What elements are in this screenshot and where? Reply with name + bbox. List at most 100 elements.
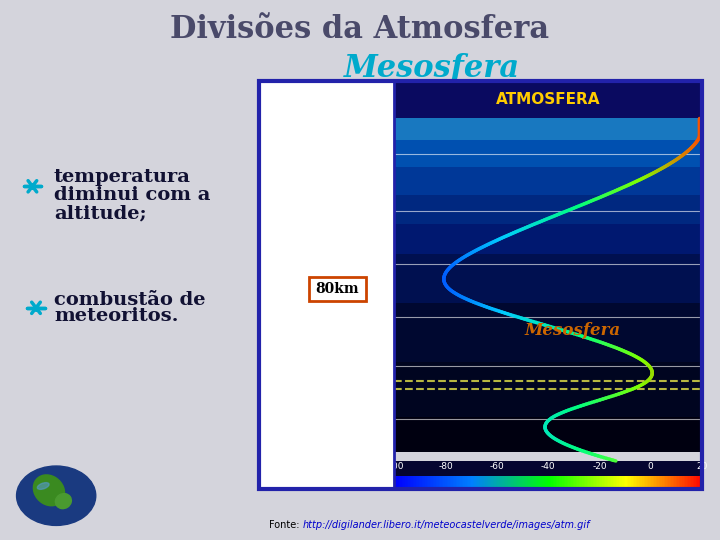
Bar <box>422 476 423 489</box>
Text: -100: -100 <box>384 462 405 471</box>
Bar <box>426 476 428 489</box>
Text: meteoritos.: meteoritos. <box>54 307 179 325</box>
Bar <box>642 476 644 489</box>
Bar <box>599 476 600 489</box>
Bar <box>539 476 541 489</box>
Bar <box>645 476 647 489</box>
Bar <box>477 476 479 489</box>
Bar <box>596 476 598 489</box>
Bar <box>626 476 628 489</box>
Bar <box>567 476 568 489</box>
Bar <box>397 476 399 489</box>
Bar <box>511 476 513 489</box>
Bar <box>399 476 400 489</box>
Bar <box>395 417 702 452</box>
Text: Fonte:: Fonte: <box>269 520 302 530</box>
Bar <box>654 476 656 489</box>
Bar <box>545 476 546 489</box>
Bar <box>572 476 575 489</box>
Bar <box>679 476 680 489</box>
Bar <box>544 476 545 489</box>
Bar <box>633 476 634 489</box>
Bar <box>510 476 511 489</box>
Text: 0: 0 <box>648 462 654 471</box>
Bar <box>541 476 542 489</box>
Bar <box>565 476 567 489</box>
Bar <box>487 476 488 489</box>
Bar <box>579 476 580 489</box>
Bar <box>531 476 533 489</box>
Bar <box>430 476 431 489</box>
Bar <box>675 476 676 489</box>
Bar <box>606 476 608 489</box>
Bar <box>648 476 649 489</box>
Text: -60: -60 <box>490 462 504 471</box>
FancyBboxPatch shape <box>310 278 366 301</box>
Ellipse shape <box>37 483 49 489</box>
Bar <box>408 476 410 489</box>
Bar <box>395 303 702 362</box>
Bar <box>641 476 642 489</box>
Bar <box>693 476 694 489</box>
Bar <box>631 476 633 489</box>
Bar <box>480 476 482 489</box>
Circle shape <box>17 466 96 525</box>
Bar <box>400 476 402 489</box>
Bar <box>523 476 525 489</box>
Bar <box>490 476 491 489</box>
Bar <box>519 476 521 489</box>
Text: ATMOSFERA: ATMOSFERA <box>496 92 600 107</box>
Bar <box>698 476 699 489</box>
Bar <box>423 476 425 489</box>
Bar <box>448 476 450 489</box>
Bar <box>468 476 469 489</box>
Text: -40: -40 <box>541 462 555 471</box>
Bar <box>434 476 436 489</box>
Bar <box>634 476 636 489</box>
Text: http://digilander.libero.it/meteocastelverde/images/atm.gif: http://digilander.libero.it/meteocastelv… <box>302 520 590 530</box>
Bar <box>454 476 456 489</box>
Bar <box>437 476 439 489</box>
Bar <box>467 476 468 489</box>
Bar <box>594 476 596 489</box>
Bar <box>460 476 462 489</box>
Bar <box>507 476 508 489</box>
Bar <box>419 476 420 489</box>
Bar <box>465 476 467 489</box>
Bar <box>591 476 593 489</box>
Bar <box>410 476 411 489</box>
Bar <box>441 476 442 489</box>
Text: 20: 20 <box>696 462 708 471</box>
Bar <box>647 476 648 489</box>
Bar <box>688 476 690 489</box>
Bar <box>624 476 625 489</box>
Bar <box>676 476 678 489</box>
Bar <box>450 476 451 489</box>
Bar <box>395 81 702 118</box>
Bar <box>433 476 434 489</box>
Bar <box>516 476 518 489</box>
Bar <box>552 476 553 489</box>
Bar <box>636 476 637 489</box>
Bar <box>549 476 552 489</box>
Bar <box>525 476 526 489</box>
Bar <box>439 476 441 489</box>
Text: combustão de: combustão de <box>54 291 205 309</box>
Bar <box>682 476 683 489</box>
Bar <box>508 476 510 489</box>
Bar <box>411 476 413 489</box>
Bar <box>536 476 537 489</box>
Bar <box>664 476 665 489</box>
Bar <box>496 476 498 489</box>
Bar <box>649 476 651 489</box>
Bar <box>457 476 459 489</box>
Bar <box>585 476 587 489</box>
Bar <box>611 476 613 489</box>
Bar <box>576 476 577 489</box>
Bar <box>498 476 499 489</box>
Bar <box>488 476 490 489</box>
Bar <box>471 476 473 489</box>
Text: altitude;: altitude; <box>54 205 147 223</box>
Bar <box>395 118 702 140</box>
Bar <box>613 476 614 489</box>
